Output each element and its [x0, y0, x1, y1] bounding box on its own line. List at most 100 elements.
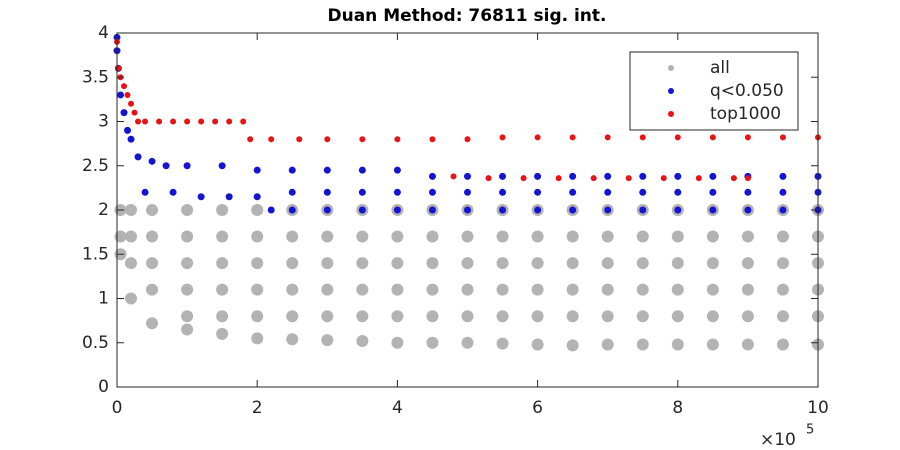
point [216, 204, 229, 216]
point [356, 283, 369, 296]
point [181, 323, 194, 336]
point [181, 230, 194, 243]
point [253, 166, 261, 174]
point [356, 257, 369, 270]
point [464, 136, 471, 143]
x-exponent: 5 [806, 423, 814, 438]
point [569, 188, 577, 196]
point [321, 310, 334, 323]
point [115, 65, 122, 72]
point [569, 172, 577, 180]
point [464, 172, 471, 180]
point [321, 283, 334, 296]
point [639, 134, 646, 141]
point [128, 100, 135, 107]
point [566, 310, 579, 323]
point [660, 175, 667, 182]
point [356, 230, 369, 243]
point [496, 283, 509, 296]
point [709, 188, 717, 196]
point [674, 134, 681, 141]
point [671, 338, 684, 351]
point [426, 310, 439, 323]
point [124, 126, 132, 134]
point [706, 283, 719, 296]
point [268, 136, 275, 143]
point [604, 172, 612, 180]
y-tick-label: 1.5 [82, 244, 109, 264]
point [288, 206, 296, 214]
point [776, 338, 789, 351]
point [566, 339, 579, 352]
point [247, 136, 254, 143]
point [776, 310, 789, 323]
point [499, 206, 507, 214]
point [216, 283, 229, 296]
point [169, 188, 177, 196]
point [636, 230, 649, 243]
point [323, 206, 331, 214]
point [124, 91, 131, 98]
point [706, 257, 719, 270]
point [181, 257, 194, 270]
y-tick-label: 2 [98, 200, 109, 220]
point [181, 283, 194, 296]
point [131, 109, 138, 116]
point [636, 257, 649, 270]
point [125, 230, 138, 243]
point [531, 338, 544, 351]
point [744, 134, 751, 141]
point [706, 338, 719, 351]
point [566, 230, 579, 243]
point [251, 257, 264, 270]
point [321, 334, 334, 347]
point [225, 193, 233, 201]
y-tick-label: 0 [98, 377, 109, 397]
point [730, 175, 737, 182]
point [146, 257, 159, 270]
legend-label: all [710, 58, 730, 78]
point [127, 135, 135, 143]
point [198, 118, 205, 125]
point [636, 338, 649, 351]
point [141, 188, 149, 196]
point [358, 188, 366, 196]
point [323, 188, 331, 196]
point [288, 166, 296, 174]
point [162, 162, 170, 170]
point [569, 206, 577, 214]
point [121, 83, 128, 90]
point [569, 134, 576, 141]
point [356, 334, 369, 347]
point [391, 230, 404, 243]
point [212, 118, 219, 125]
point [251, 332, 264, 345]
y-tick-label: 2.5 [82, 156, 109, 176]
legend-label: top1000 [710, 104, 781, 124]
point [604, 188, 612, 196]
point [120, 109, 128, 117]
point [741, 283, 754, 296]
point [496, 230, 509, 243]
legend-box [629, 51, 799, 131]
point [251, 204, 264, 216]
point [741, 338, 754, 351]
point [709, 134, 716, 141]
legend-marker [668, 65, 674, 71]
point [674, 188, 682, 196]
y-tick-label: 3.5 [82, 67, 109, 87]
point [674, 206, 682, 214]
point [358, 166, 366, 174]
point [776, 230, 789, 243]
point [531, 310, 544, 323]
point [601, 257, 614, 270]
point [601, 310, 614, 323]
y-tick-label: 1 [98, 289, 109, 309]
point [744, 188, 752, 196]
point [134, 153, 142, 161]
point [499, 188, 507, 196]
point [146, 283, 159, 296]
point [776, 283, 789, 296]
point [601, 230, 614, 243]
point [125, 204, 138, 216]
